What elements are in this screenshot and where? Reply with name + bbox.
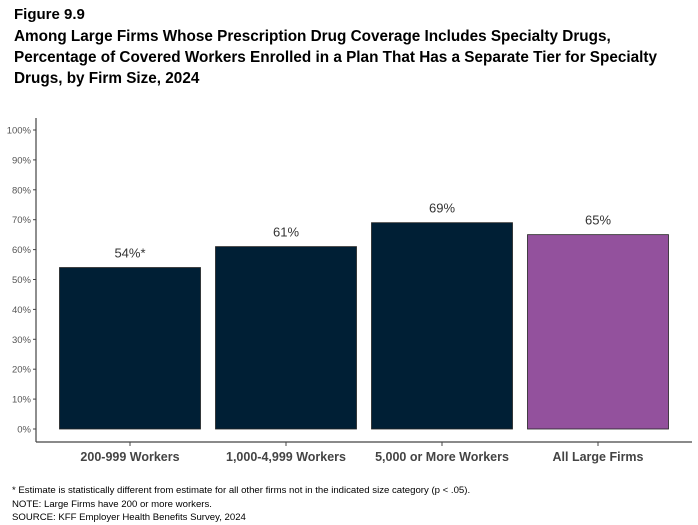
figure-label: Figure 9.9 [14, 6, 85, 23]
data-label: 54%* [114, 246, 145, 261]
y-tick-label: 100% [7, 126, 32, 137]
data-label: 69% [429, 201, 455, 216]
footnote-source: SOURCE: KFF Employer Health Benefits Sur… [12, 512, 246, 523]
x-tick-label: 200-999 Workers [80, 450, 179, 464]
bar [527, 234, 669, 430]
chart-title: Among Large Firms Whose Prescription Dru… [14, 28, 657, 87]
data-label: 65% [585, 213, 611, 228]
footnote-note: NOTE: Large Firms have 200 or more worke… [12, 498, 212, 510]
bar [215, 246, 357, 430]
data-label: 61% [273, 225, 299, 240]
x-tick-label: 1,000-4,999 Workers [226, 450, 346, 464]
y-tick-label: 40% [12, 305, 32, 316]
y-tick-label: 60% [12, 245, 32, 256]
y-tick-label: 0% [17, 425, 31, 436]
y-tick-label: 50% [12, 275, 32, 286]
x-tick-label: All Large Firms [553, 450, 644, 464]
x-tick-label: 5,000 or More Workers [375, 450, 509, 464]
y-tick-label: 20% [12, 365, 32, 376]
y-tick-label: 70% [12, 215, 32, 226]
y-tick-label: 80% [12, 185, 32, 196]
bar [371, 222, 513, 430]
y-tick-label: 90% [12, 155, 32, 166]
bar [59, 267, 201, 430]
chart-notes: * Estimate is statistically different fr… [12, 484, 470, 525]
y-tick-label: 10% [12, 395, 32, 406]
footnote-significance: * Estimate is statistically different fr… [12, 485, 471, 496]
y-tick-label: 30% [12, 335, 32, 346]
